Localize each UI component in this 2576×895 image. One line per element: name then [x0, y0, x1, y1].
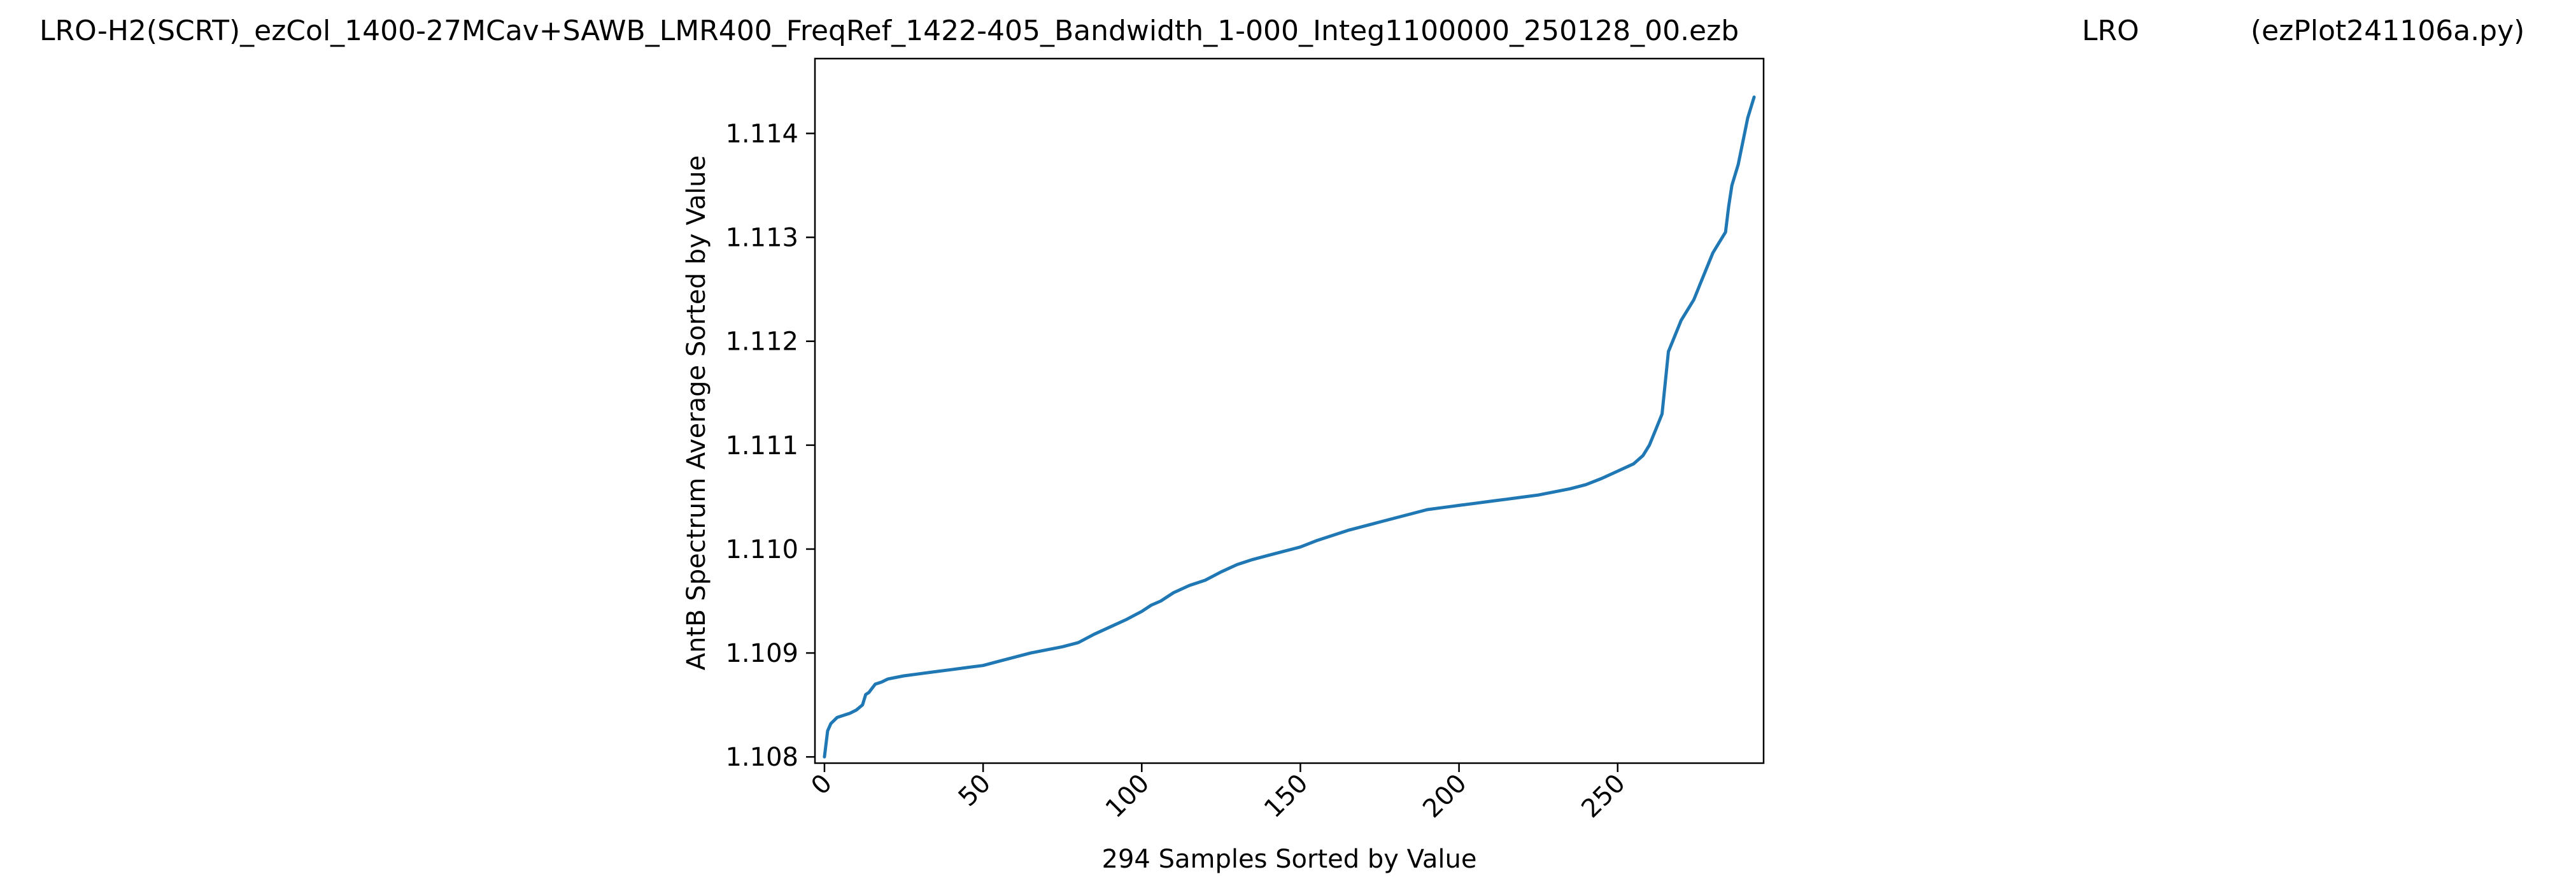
title-filename: LRO-H2(SCRT)_ezCol_1400-27MCav+SAWB_LMR4… [39, 15, 1739, 47]
series-line-0 [823, 95, 1756, 759]
y-tick-label: 1.114 [725, 119, 798, 148]
title-site: LRO [2082, 15, 2139, 47]
x-tick-label: 50 [953, 769, 997, 813]
chart-title: LRO-H2(SCRT)_ezCol_1400-27MCav+SAWB_LMR4… [39, 15, 2524, 47]
y-tick-label: 1.109 [725, 639, 798, 668]
plot-area: 0 50 100 150 200 250 1.108 1.109 1.110 1.111 1.112… [725, 57, 1765, 824]
x-tick-label: 0 [805, 769, 838, 801]
y-tick-label: 1.112 [725, 327, 798, 357]
y-axis-label: AntB Spectrum Average Sorted by Value [682, 155, 711, 670]
x-tick-label: 250 [1576, 769, 1631, 824]
plot-frame [814, 57, 1765, 764]
y-tick-label: 1.113 [725, 224, 798, 253]
y-tick-label: 1.108 [725, 743, 798, 772]
x-tick-label: 200 [1417, 769, 1473, 824]
x-tick-label: 100 [1100, 769, 1156, 824]
x-tick-label: 150 [1259, 769, 1314, 824]
y-tick-label: 1.111 [725, 431, 798, 461]
title-program: (ezPlot241106a.py) [2251, 15, 2524, 47]
x-axis-label: 294 Samples Sorted by Value [1102, 845, 1477, 874]
y-tick-label: 1.110 [725, 535, 798, 564]
